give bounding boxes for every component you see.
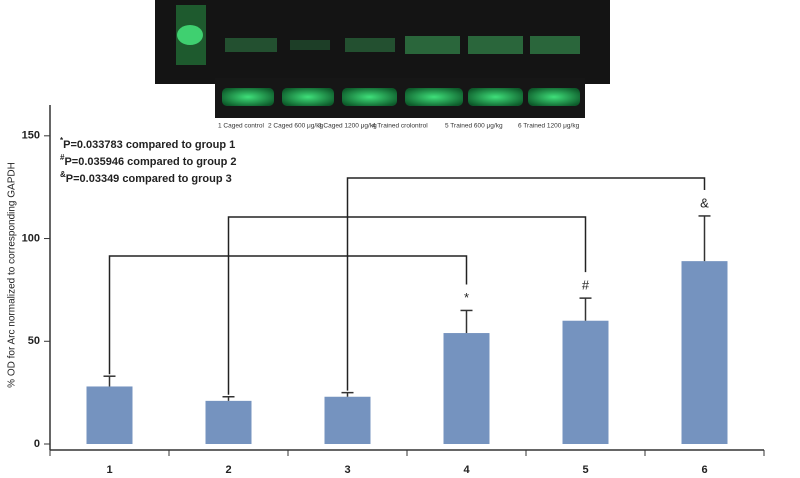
- significance-label: #: [582, 278, 590, 293]
- x-tick-label: 3: [344, 464, 350, 476]
- error-bar: [579, 297, 592, 321]
- annotation-text: P=0.033783 compared to group 1: [63, 139, 235, 151]
- bar: [562, 320, 609, 444]
- bar: [443, 333, 490, 444]
- error-bar: [103, 375, 116, 387]
- annotation: #P=0.035946 compared to group 2: [60, 153, 237, 168]
- y-tick-label: 150: [22, 130, 40, 142]
- x-tick-label: 5: [582, 464, 588, 476]
- error-bar: [460, 309, 473, 334]
- error-bar: [222, 395, 235, 401]
- significance-label: &: [700, 195, 709, 210]
- blot-label: 6 Trained 1200 μg/kg: [518, 123, 580, 130]
- y-tick-label: 50: [28, 335, 40, 347]
- western-blot: [155, 0, 610, 118]
- x-tick-label: 2: [225, 464, 231, 476]
- comparison-bracket: [346, 177, 706, 391]
- x-tick-label: 1: [106, 464, 112, 476]
- blot-label: 3 Caged 1200 μg/kg: [318, 123, 377, 130]
- blot-label: 5 Trained 600 μg/kg: [445, 123, 503, 130]
- significance-label: *: [464, 290, 469, 305]
- y-tick-label: 0: [34, 438, 40, 450]
- x-tick-label: 6: [701, 464, 707, 476]
- y-axis-label: % OD for Arc normalized to corresponding…: [7, 162, 18, 388]
- blot-label: 4 Trained crolontrol: [372, 123, 428, 130]
- y-tick-label: 100: [22, 232, 40, 244]
- blot-label: 1 Caged control: [218, 123, 264, 130]
- bar: [205, 400, 252, 444]
- annotation: &P=0.03349 compared to group 3: [60, 170, 232, 185]
- comparison-bracket: [227, 216, 587, 395]
- error-bar: [698, 215, 711, 262]
- annotation-text: P=0.035946 compared to group 2: [64, 156, 236, 168]
- annotation-text: P=0.03349 compared to group 3: [66, 173, 232, 185]
- annotation: *P=0.033783 compared to group 1: [60, 136, 235, 151]
- comparison-bracket: [108, 255, 468, 375]
- annotation-symbol: &: [60, 170, 66, 179]
- annotation-symbol: *: [60, 136, 64, 145]
- x-tick-label: 4: [463, 464, 470, 476]
- blot-label: 2 Caged 600 μg/kg: [268, 123, 323, 130]
- bar: [86, 386, 133, 444]
- bar: [681, 261, 728, 444]
- bar: [324, 396, 371, 444]
- annotation-symbol: #: [60, 153, 65, 162]
- error-bar: [341, 391, 354, 397]
